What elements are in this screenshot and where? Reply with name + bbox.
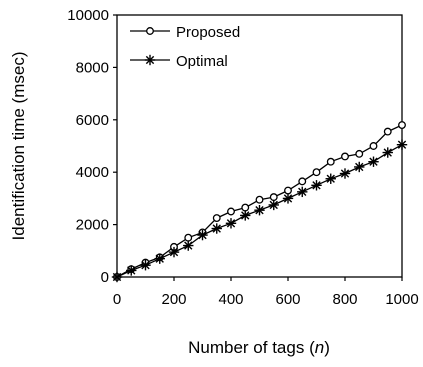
data-point-proposed bbox=[341, 152, 349, 161]
data-point-optimal bbox=[382, 147, 393, 158]
data-point-proposed bbox=[383, 127, 392, 136]
data-point-proposed bbox=[398, 121, 406, 129]
legend-marker-optimal bbox=[144, 54, 156, 66]
series-layer bbox=[111, 121, 408, 283]
data-point-optimal bbox=[396, 139, 408, 150]
data-point-optimal bbox=[297, 186, 308, 198]
x-axis-title-close: ) bbox=[324, 338, 330, 357]
data-point-optimal-stroke bbox=[355, 162, 364, 172]
data-point-proposed bbox=[184, 233, 193, 242]
data-point-optimal bbox=[268, 199, 279, 211]
legend-label-proposed: Proposed bbox=[176, 24, 240, 41]
data-point-optimal bbox=[111, 271, 123, 283]
data-point-optimal bbox=[168, 246, 180, 258]
x-axis-title: Number of tags (n) bbox=[188, 338, 330, 357]
legend-item-optimal: Optimal bbox=[130, 53, 228, 70]
y-tick-label: 2000 bbox=[76, 217, 109, 234]
data-point-optimal-stroke bbox=[383, 148, 392, 157]
x-axis-title-variable: n bbox=[315, 338, 324, 357]
data-point-optimal-stroke bbox=[255, 206, 264, 215]
legend-label-optimal: Optimal bbox=[176, 53, 228, 70]
y-tick-label: 10000 bbox=[67, 7, 109, 24]
legend-marker-proposed bbox=[146, 27, 154, 35]
data-point-optimal bbox=[197, 229, 208, 241]
y-tick-label: 8000 bbox=[76, 59, 109, 76]
data-point-optimal bbox=[311, 180, 322, 191]
data-point-proposed bbox=[284, 186, 292, 195]
data-point-optimal bbox=[154, 253, 165, 264]
data-point-optimal-stroke bbox=[241, 211, 250, 220]
data-point-proposed bbox=[326, 157, 335, 166]
y-tick-label: 6000 bbox=[76, 112, 109, 129]
x-tick-label: 1000 bbox=[385, 291, 418, 308]
data-point-optimal bbox=[225, 218, 237, 229]
data-point-optimal-stroke bbox=[198, 230, 207, 240]
x-tick-label: 800 bbox=[332, 291, 357, 308]
y-axis-title: Identification time (msec) bbox=[9, 52, 28, 241]
data-point-optimal-stroke bbox=[269, 200, 278, 210]
data-point-optimal bbox=[282, 193, 294, 204]
legend-asterisk bbox=[144, 54, 156, 66]
data-point-optimal bbox=[183, 240, 194, 251]
plot-area-frame bbox=[116, 14, 403, 278]
x-tick-label: 200 bbox=[161, 291, 186, 308]
data-point-proposed bbox=[355, 149, 364, 158]
data-point-optimal-stroke bbox=[298, 187, 307, 197]
data-point-optimal bbox=[354, 161, 365, 173]
data-point-proposed bbox=[227, 207, 235, 216]
data-point-optimal-stroke bbox=[184, 241, 193, 250]
x-axis-title-text: Number of tags ( bbox=[188, 338, 315, 357]
data-point-optimal bbox=[368, 156, 379, 167]
x-axis-ticks: 0 200 400 600 800 1000 bbox=[113, 277, 419, 308]
data-point-optimal bbox=[140, 260, 151, 271]
x-tick-label: 400 bbox=[218, 291, 243, 308]
data-point-optimal bbox=[325, 173, 336, 184]
data-point-optimal bbox=[126, 265, 137, 276]
data-point-optimal-stroke bbox=[141, 261, 150, 270]
data-point-optimal bbox=[254, 204, 265, 216]
data-point-optimal-stroke bbox=[340, 169, 350, 178]
data-point-optimal-stroke bbox=[155, 254, 164, 263]
data-point-optimal-stroke bbox=[226, 219, 236, 228]
data-point-optimal bbox=[339, 168, 351, 179]
data-point-proposed bbox=[298, 177, 307, 186]
data-point-proposed bbox=[312, 168, 321, 177]
data-point-proposed bbox=[241, 203, 250, 212]
data-point-optimal bbox=[211, 223, 222, 234]
data-point-optimal-stroke bbox=[397, 140, 407, 149]
x-tick-label: 600 bbox=[275, 291, 300, 308]
x-tick-label: 0 bbox=[113, 291, 121, 308]
legend-asterisk-stroke bbox=[145, 55, 155, 65]
y-axis-ticks: 0 2000 4000 6000 8000 10000 bbox=[67, 7, 117, 286]
data-point-proposed bbox=[269, 193, 278, 202]
data-point-optimal-stroke bbox=[312, 181, 321, 190]
data-point-proposed bbox=[212, 214, 221, 222]
data-point-optimal bbox=[240, 210, 251, 221]
data-point-proposed bbox=[369, 142, 378, 150]
data-point-optimal-stroke bbox=[127, 266, 136, 275]
data-point-optimal-stroke bbox=[283, 194, 293, 203]
data-point-optimal-stroke bbox=[212, 224, 221, 233]
y-tick-label: 0 bbox=[101, 269, 109, 286]
legend-item-proposed: Proposed bbox=[130, 24, 240, 41]
data-point-proposed bbox=[255, 195, 264, 204]
data-point-optimal-stroke bbox=[112, 272, 122, 282]
legend: Proposed Optimal bbox=[130, 24, 240, 70]
data-point-optimal-stroke bbox=[326, 174, 335, 183]
data-point-optimal-stroke bbox=[169, 247, 179, 257]
y-tick-label: 4000 bbox=[76, 164, 109, 181]
data-point-optimal-stroke bbox=[369, 157, 378, 166]
